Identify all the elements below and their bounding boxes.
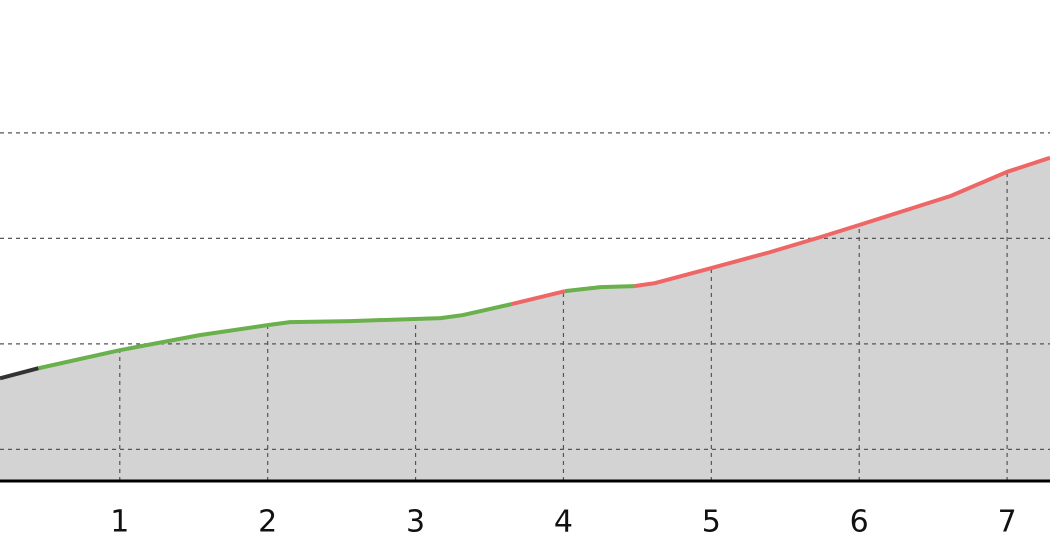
x-tick-label: 5 [702, 505, 721, 540]
x-tick-label: 2 [258, 505, 277, 540]
x-tick-label: 7 [998, 505, 1017, 540]
elevation-line [0, 366, 39, 381]
x-tick-label: 6 [850, 505, 869, 540]
area-fill [564, 285, 635, 482]
area-fill [38, 303, 512, 482]
area-fill [511, 290, 566, 482]
elevation-line [511, 289, 566, 307]
x-tick-label: 4 [554, 505, 573, 540]
x-tick-label: 1 [110, 505, 129, 540]
x-tick-label: 3 [406, 505, 425, 540]
area-fill [634, 157, 1050, 482]
elevation-line [634, 155, 1050, 289]
area-fill [0, 367, 39, 482]
elevation-line [38, 302, 513, 371]
elevation-line [564, 284, 635, 294]
